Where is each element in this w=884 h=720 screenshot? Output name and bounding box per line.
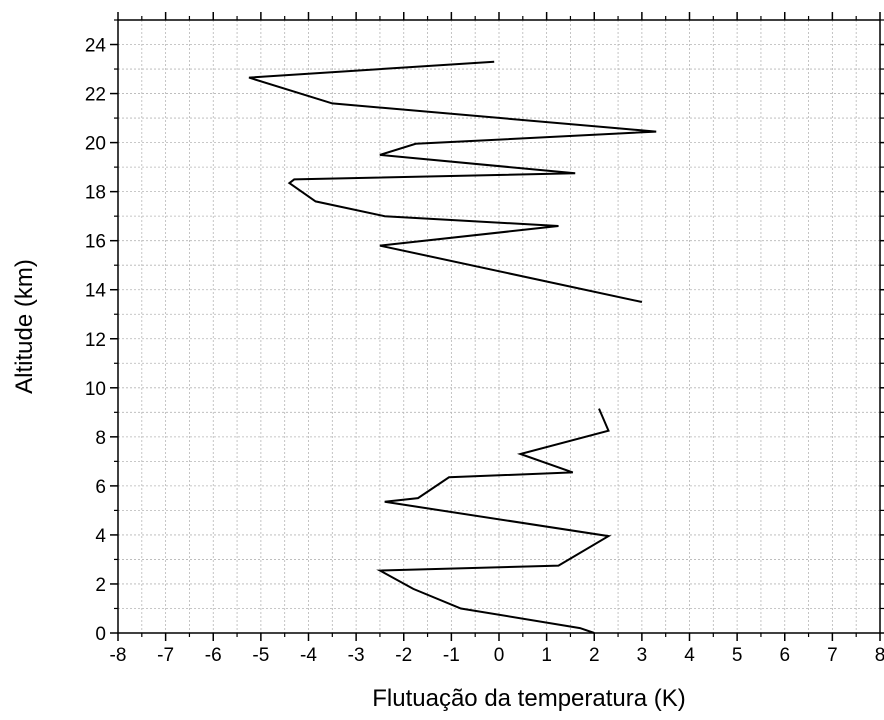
series-line-2 [248, 60, 657, 303]
y-tick-label: 16 [85, 232, 106, 253]
x-tick-label: 5 [732, 645, 743, 666]
x-tick-label: 8 [875, 645, 884, 666]
y-tick-label: 4 [95, 526, 106, 547]
x-tick-label: -5 [252, 645, 269, 666]
y-tick-label: 20 [85, 134, 106, 155]
y-tick-label: 18 [85, 183, 106, 204]
ticks [110, 12, 884, 641]
y-tick-label: 10 [85, 379, 106, 400]
x-tick-label: 2 [589, 645, 600, 666]
x-tick-label: -3 [348, 645, 365, 666]
y-tick-label: 0 [95, 624, 106, 645]
y-tick-label: 14 [85, 281, 107, 302]
y-tick-label: 24 [85, 36, 107, 57]
x-tick-label: 6 [779, 645, 790, 666]
x-tick-label: -8 [110, 645, 127, 666]
y-tick-label: 2 [95, 575, 106, 596]
x-tick-label: 1 [541, 645, 552, 666]
tick-labels: -8 -7 -6 -5 -4 -3 -2 -1 0 1 2 3 4 5 6 7 8024681012141618… [85, 36, 884, 666]
y-tick-label: 6 [95, 477, 106, 498]
x-tick-label: -6 [205, 645, 222, 666]
x-tick-label: -2 [395, 645, 412, 666]
x-tick-label: -1 [443, 645, 460, 666]
grid [117, 19, 881, 634]
x-tick-label: 4 [684, 645, 695, 666]
y-tick-label: 8 [95, 428, 106, 449]
y-axis-title: Altitude (km) [11, 259, 38, 394]
series-line-1 [376, 408, 612, 634]
x-tick-label: 0 [494, 645, 505, 666]
y-tick-label: 22 [85, 85, 106, 106]
x-tick-label: -4 [300, 645, 317, 666]
x-tick-label: -7 [157, 645, 174, 666]
x-axis-title: Flutuação da temperatura (K) [372, 685, 686, 712]
x-tick-label: 3 [637, 645, 648, 666]
x-tick-label: 7 [827, 645, 838, 666]
series-layer [248, 60, 657, 634]
y-tick-label: 12 [85, 330, 106, 351]
